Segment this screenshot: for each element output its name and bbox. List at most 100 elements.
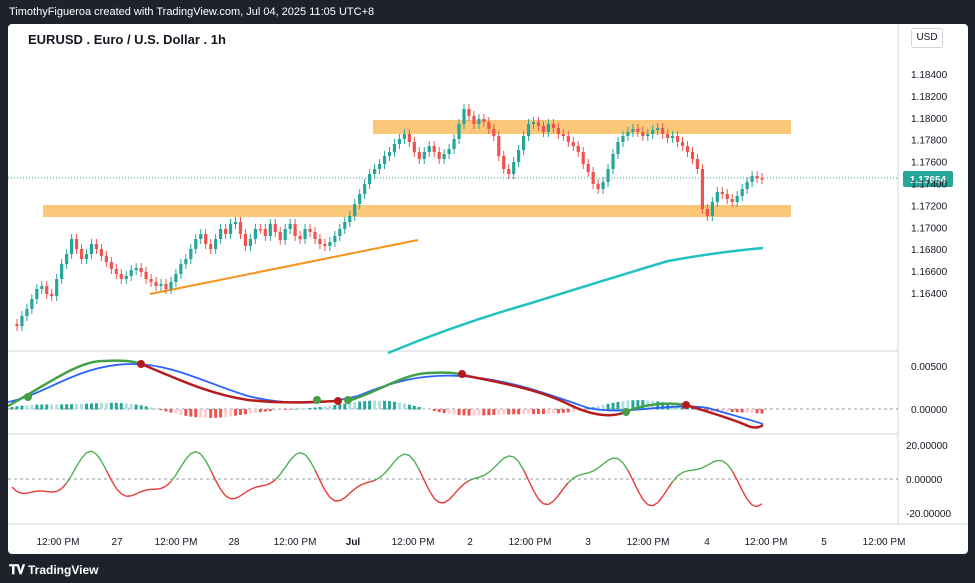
candle-body[interactable] — [690, 152, 695, 159]
candle-body[interactable] — [104, 256, 108, 262]
candle-body[interactable] — [288, 224, 292, 229]
candle-body[interactable] — [551, 124, 556, 128]
candle-body[interactable] — [179, 264, 183, 274]
candle-body[interactable] — [60, 264, 64, 279]
candle-body[interactable] — [631, 129, 635, 132]
cross-marker[interactable] — [24, 393, 32, 401]
candle-body[interactable] — [710, 202, 714, 216]
candle-body[interactable] — [616, 142, 620, 154]
candle-body[interactable] — [70, 239, 74, 254]
candle-body[interactable] — [50, 294, 54, 296]
candle-body[interactable] — [507, 169, 511, 174]
candle-body[interactable] — [169, 282, 173, 289]
candle-body[interactable] — [372, 169, 377, 174]
candle-body[interactable] — [581, 152, 585, 164]
candle-body[interactable] — [517, 150, 521, 162]
candle-body[interactable] — [20, 316, 24, 326]
candle-body[interactable] — [233, 222, 238, 224]
candle-body[interactable] — [462, 109, 466, 124]
candle-body[interactable] — [740, 189, 744, 196]
candle-body[interactable] — [174, 274, 178, 282]
candle-body[interactable] — [74, 239, 79, 249]
candle-body[interactable] — [656, 128, 660, 130]
candle-body[interactable] — [442, 154, 446, 159]
candle-body[interactable] — [263, 229, 267, 236]
candle-body[interactable] — [437, 152, 441, 159]
candle-body[interactable] — [546, 124, 551, 132]
candle-body[interactable] — [194, 239, 198, 249]
candle-body[interactable] — [452, 139, 456, 149]
candle-body[interactable] — [283, 229, 287, 240]
cross-marker[interactable] — [622, 408, 630, 416]
candle-body[interactable] — [159, 284, 163, 286]
candle-body[interactable] — [164, 284, 168, 289]
candle-body[interactable] — [348, 216, 352, 222]
candle-body[interactable] — [328, 242, 332, 246]
candle-body[interactable] — [154, 282, 158, 286]
candle-body[interactable] — [199, 234, 203, 239]
candle-body[interactable] — [720, 192, 724, 194]
candle-body[interactable] — [651, 130, 655, 134]
candle-body[interactable] — [99, 249, 104, 256]
candle-body[interactable] — [556, 128, 560, 134]
candle-body[interactable] — [427, 146, 431, 152]
candle-body[interactable] — [512, 162, 516, 174]
candle-body[interactable] — [293, 224, 297, 236]
candle-body[interactable] — [40, 286, 44, 289]
candle-body[interactable] — [596, 184, 600, 189]
candle-body[interactable] — [571, 142, 575, 146]
candle-body[interactable] — [447, 149, 451, 154]
candle-body[interactable] — [368, 174, 372, 184]
candle-body[interactable] — [45, 286, 49, 294]
candle-body[interactable] — [119, 274, 123, 279]
candle-body[interactable] — [536, 122, 541, 126]
candle-body[interactable] — [124, 276, 128, 279]
candle-body[interactable] — [621, 136, 625, 142]
trendline[interactable] — [149, 239, 419, 295]
candle-body[interactable] — [700, 169, 705, 209]
candle-body[interactable] — [472, 116, 476, 124]
candle-body[interactable] — [497, 136, 501, 156]
candle-body[interactable] — [308, 229, 312, 232]
support-zone[interactable] — [43, 205, 791, 217]
candle-body[interactable] — [377, 164, 382, 169]
candle-body[interactable] — [671, 136, 675, 138]
candle-body[interactable] — [189, 249, 193, 259]
candle-body[interactable] — [144, 272, 148, 279]
candle-body[interactable] — [353, 204, 357, 216]
candle-body[interactable] — [541, 126, 546, 132]
candle-body[interactable] — [705, 209, 709, 216]
candle-body[interactable] — [477, 119, 481, 124]
candle-body[interactable] — [204, 234, 208, 244]
candle-body[interactable] — [666, 134, 670, 138]
candle-body[interactable] — [591, 172, 595, 184]
candle-body[interactable] — [55, 279, 59, 296]
candle-body[interactable] — [268, 224, 272, 236]
time-axis[interactable]: 12:00 PM 27 12:00 PM 28 12:00 PM Jul 12:00 PM 2… — [37, 537, 906, 548]
candle-body[interactable] — [139, 268, 143, 272]
candle-body[interactable] — [109, 262, 113, 269]
price-axis[interactable]: 1.18400 1.18200 1.18000 1.17800 1.17600 1.174… — [906, 70, 951, 520]
candle-body[interactable] — [397, 139, 402, 144]
candle-body[interactable] — [402, 134, 407, 139]
candle-body[interactable] — [467, 109, 471, 116]
candle-body[interactable] — [15, 324, 19, 326]
candle-body[interactable] — [482, 119, 486, 122]
symbol-title[interactable]: EURUSD . Euro / U.S. Dollar . 1h — [28, 32, 226, 47]
currency-button[interactable]: USD — [911, 28, 943, 48]
candle-body[interactable] — [611, 154, 615, 169]
candle-body[interactable] — [417, 152, 421, 159]
candle-body[interactable] — [725, 194, 729, 199]
candle-body[interactable] — [735, 196, 739, 202]
candle-body[interactable] — [522, 136, 526, 150]
candle-body[interactable] — [65, 254, 69, 264]
candle-body[interactable] — [432, 146, 436, 152]
candle-body[interactable] — [531, 122, 536, 124]
candle-body[interactable] — [745, 182, 749, 189]
candle-body[interactable] — [636, 129, 640, 132]
candle-body[interactable] — [358, 194, 362, 204]
candle-body[interactable] — [392, 144, 397, 152]
candle-body[interactable] — [89, 244, 94, 254]
candle-body[interactable] — [586, 164, 590, 172]
candle-body[interactable] — [382, 156, 387, 164]
